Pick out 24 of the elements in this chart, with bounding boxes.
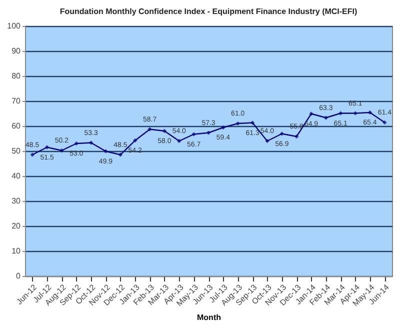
point xyxy=(74,141,78,146)
point xyxy=(192,132,196,136)
x-axis-title: Month xyxy=(197,313,222,322)
y-tick-label: 100 xyxy=(7,22,22,30)
y-tick-label: 60 xyxy=(12,122,22,130)
point xyxy=(162,128,167,134)
y-tick-label: 40 xyxy=(12,172,22,180)
point xyxy=(294,134,299,139)
y-tick-label: 50 xyxy=(12,146,22,156)
y-tick-label: 0 xyxy=(16,272,22,280)
point xyxy=(132,138,138,143)
y-tick-label: 10 xyxy=(12,246,22,256)
point xyxy=(30,152,34,157)
point xyxy=(368,110,372,115)
point xyxy=(353,111,358,116)
point xyxy=(309,112,314,116)
chart-title: Foundation Monthly Confidence Index - Equipment Finance Industry (MCI-EFI) xyxy=(60,7,358,16)
y-tick-label: 30 xyxy=(12,196,22,206)
y-tick-label: 90 xyxy=(12,46,22,56)
point xyxy=(104,149,108,154)
y-tick-label: 70 xyxy=(12,96,22,106)
point xyxy=(148,127,152,132)
y-tick-label: 20 xyxy=(12,222,22,230)
y-tick-label: 80 xyxy=(12,72,22,80)
